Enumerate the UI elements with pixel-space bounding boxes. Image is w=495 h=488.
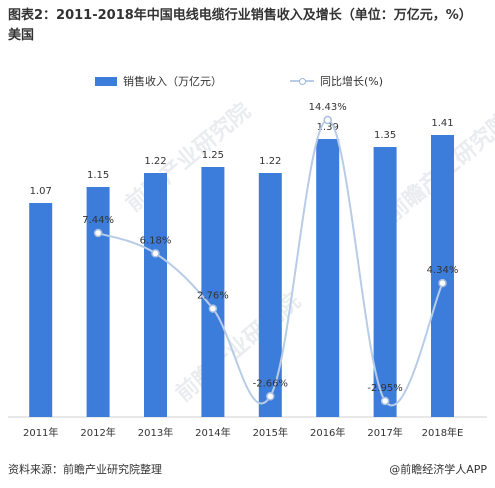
x-tick-label: 2013年 (138, 426, 173, 439)
legend-label-growth: 同比增长(%) (320, 75, 384, 88)
x-tick-label: 2012年 (80, 426, 115, 439)
x-tick-label: 2014年 (195, 426, 230, 439)
legend: 销售收入（万亿元） 同比增长(%) (0, 73, 495, 89)
x-tick-label: 2015年 (253, 426, 288, 439)
brand-note: @前瞻经济学人APP (389, 463, 487, 476)
bar-value-label: 1.22 (259, 156, 281, 167)
growth-value-label: -2.66% (253, 378, 288, 389)
legend-line-swatch (290, 76, 314, 86)
bar (316, 139, 340, 417)
bar-value-label: 1.25 (202, 150, 224, 161)
legend-bar-swatch (95, 76, 117, 86)
bar-value-label: 1.15 (87, 170, 109, 181)
growth-value-label: 4.34% (427, 265, 459, 276)
growth-value-label: 2.76% (197, 291, 229, 302)
growth-point (208, 304, 218, 313)
x-tick-label: 2018年E (422, 426, 464, 439)
x-tick-label: 2017年 (367, 426, 402, 439)
growth-value-label: -2.95% (367, 383, 402, 394)
growth-point (93, 228, 103, 238)
bar (29, 203, 53, 417)
x-tick-label: 2011年 (23, 426, 58, 439)
chart-title: 图表2：2011-2018年中国电线电缆行业销售收入及增长（单位：万亿元，%） … (8, 8, 479, 43)
legend-label-sales: 销售收入（万亿元） (123, 75, 222, 88)
growth-value-label: 14.43% (309, 102, 347, 113)
bar-value-label: 1.39 (317, 122, 339, 133)
bar-value-label: 1.07 (30, 186, 52, 197)
growth-point (151, 249, 160, 258)
bar (201, 167, 225, 417)
growth-point (438, 278, 447, 288)
growth-value-label: 6.18% (140, 235, 172, 246)
bar-value-label: 1.41 (431, 118, 453, 129)
x-tick-label: 2016年 (310, 426, 345, 439)
legend-item-growth: 同比增长(%) (290, 73, 383, 89)
bar-value-label: 1.22 (144, 156, 166, 167)
legend-item-sales: 销售收入（万亿元） (95, 73, 222, 89)
source-note: 资料来源：前瞻产业研究院整理 (8, 463, 162, 476)
growth-point (266, 392, 275, 401)
growth-point (323, 115, 332, 125)
growth-value-label: 7.44% (82, 215, 114, 226)
bar (86, 187, 110, 417)
bar (144, 173, 167, 417)
growth-point (380, 396, 390, 406)
bar (258, 173, 282, 417)
bar (373, 147, 397, 417)
bar (431, 135, 454, 417)
bar-value-label: 1.35 (374, 130, 396, 141)
